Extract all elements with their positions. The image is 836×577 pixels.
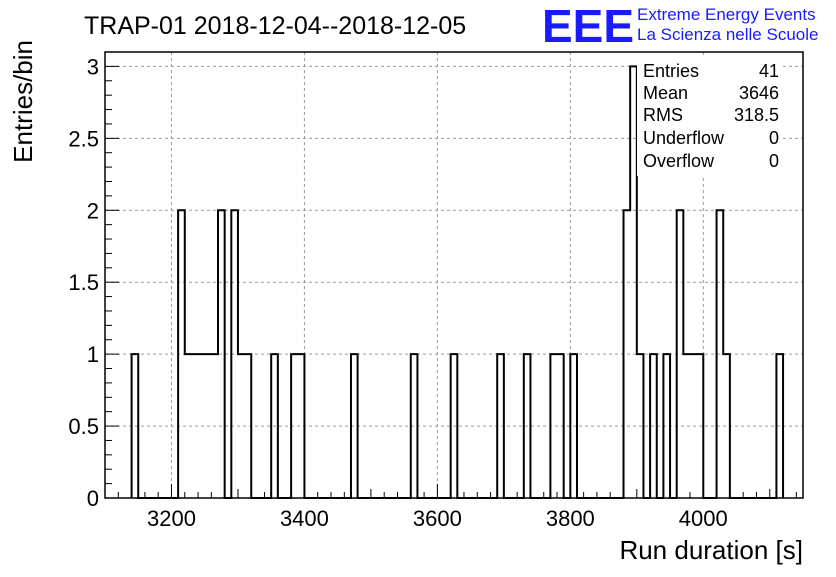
- histogram-bin: [271, 354, 278, 498]
- histogram-bin: [218, 210, 225, 498]
- histogram-bin: [550, 354, 557, 498]
- histogram-bin: [238, 354, 245, 498]
- histogram-bin: [178, 210, 185, 498]
- stats-mean-value: 3646: [739, 83, 779, 103]
- stats-overflow-value: 0: [769, 151, 779, 171]
- y-axis-ticks: 0 0.5 1 1.5 2 2.5 3: [68, 51, 119, 511]
- stats-entries-label: Entries: [643, 61, 699, 81]
- histogram-bin: [650, 354, 657, 498]
- histogram-bin: [717, 210, 724, 498]
- histogram-bin: [291, 354, 298, 498]
- histogram-bin: [557, 354, 564, 498]
- x-tick-label: 3400: [280, 506, 329, 531]
- x-axis-ticks: 3200 3400 3600 3800 4000: [104, 484, 797, 531]
- x-tick-label: 4000: [679, 506, 728, 531]
- histogram-bin: [683, 354, 690, 498]
- histogram-bin: [191, 354, 198, 498]
- histogram-bin: [723, 354, 730, 498]
- y-tick-label: 1: [87, 342, 99, 367]
- histogram-bin: [570, 354, 577, 498]
- eee-logo: EEE Extreme Energy Events La Scienza nel…: [542, 0, 818, 52]
- stats-box: Entries 41 Mean 3646 RMS 318.5 Underflow…: [637, 58, 783, 176]
- x-tick-label: 3800: [546, 506, 595, 531]
- chart-title: TRAP-01 2018-12-04--2018-12-05: [84, 12, 466, 40]
- eee-logo-line1: Extreme Energy Events: [637, 5, 816, 24]
- stats-mean-label: Mean: [643, 83, 688, 103]
- histogram-bin: [677, 210, 684, 498]
- x-tick-label: 3200: [147, 506, 196, 531]
- histogram-bin: [451, 354, 458, 498]
- histogram-bin: [198, 354, 205, 498]
- eee-logo-line2: La Scienza nelle Scuole: [637, 25, 818, 44]
- histogram-bin: [630, 66, 637, 498]
- histogram-bin: [690, 354, 697, 498]
- plot-frame: [104, 51, 804, 499]
- histogram-bin: [351, 354, 358, 498]
- stats-rms-label: RMS: [643, 105, 683, 125]
- stats-underflow-label: Underflow: [643, 128, 725, 148]
- histogram-bin: [231, 210, 238, 498]
- y-tick-label: 2.5: [68, 126, 99, 151]
- histogram-bin: [185, 354, 192, 498]
- histogram-bin: [245, 354, 252, 498]
- histogram-bin: [637, 354, 644, 498]
- y-tick-label: 0: [87, 486, 99, 511]
- histogram-bin: [524, 354, 531, 498]
- x-tick-label: 3600: [413, 506, 462, 531]
- histogram-bin: [211, 354, 218, 498]
- x-axis-label: Run duration [s]: [619, 535, 803, 565]
- y-tick-label: 2: [87, 198, 99, 223]
- eee-logo-mark: EEE: [542, 0, 634, 52]
- stats-rms-value: 318.5: [734, 105, 779, 125]
- histogram-bin: [624, 210, 631, 498]
- histogram-bin: [132, 354, 139, 498]
- histogram-bin: [205, 354, 212, 498]
- histogram-bin: [497, 354, 504, 498]
- y-axis-label: Entries/bin: [8, 40, 38, 163]
- histogram-bin: [298, 354, 305, 498]
- y-tick-label: 1.5: [68, 270, 99, 295]
- histogram-bin: [411, 354, 418, 498]
- y-tick-label: 0.5: [68, 414, 99, 439]
- y-tick-label: 3: [87, 54, 99, 79]
- stats-overflow-label: Overflow: [643, 151, 715, 171]
- stats-entries-value: 41: [759, 61, 779, 81]
- histogram-bin: [663, 354, 670, 498]
- histogram-bin: [697, 354, 704, 498]
- stats-underflow-value: 0: [769, 128, 779, 148]
- histogram-bin: [776, 354, 783, 498]
